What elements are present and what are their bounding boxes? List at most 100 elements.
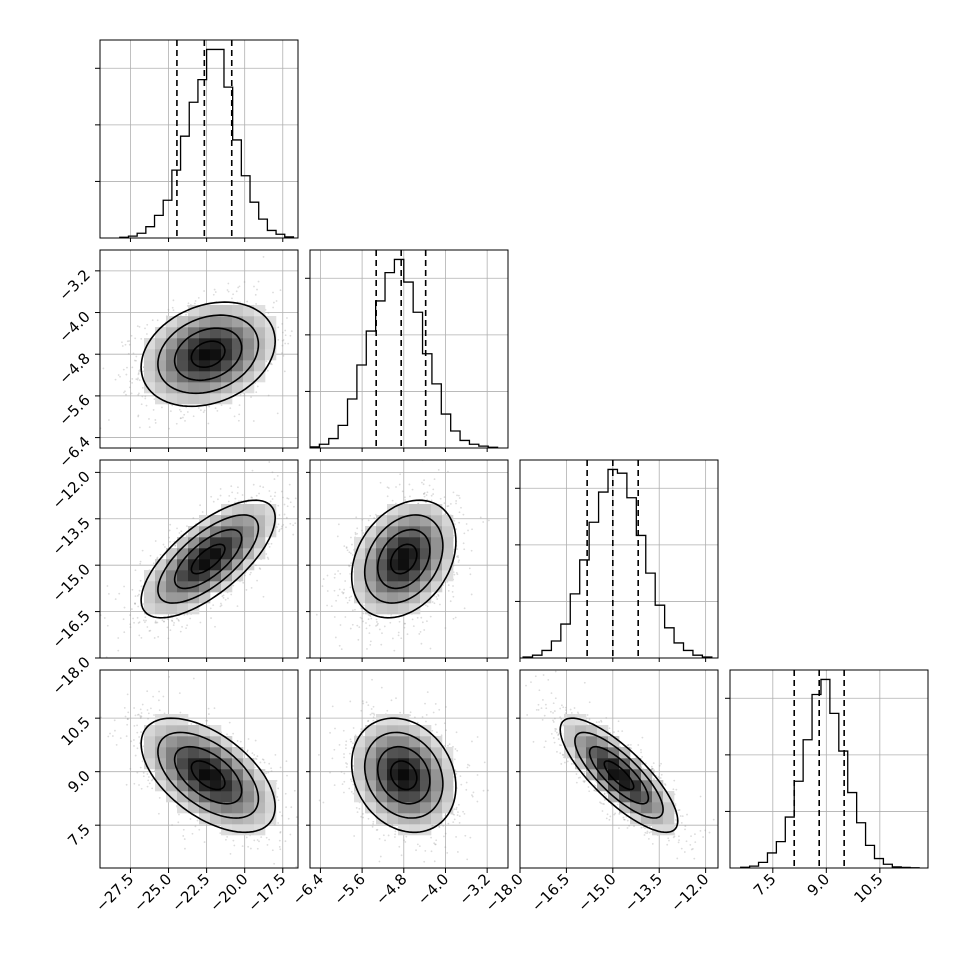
density-cell xyxy=(188,305,200,317)
sample-point xyxy=(370,617,373,620)
sample-point xyxy=(275,300,278,302)
sample-point xyxy=(282,496,284,499)
sample-point xyxy=(276,412,279,415)
sample-point xyxy=(284,334,287,337)
sample-point xyxy=(212,293,215,296)
density-cell xyxy=(243,360,255,372)
sample-point xyxy=(194,300,197,302)
contour-level-1 xyxy=(173,327,243,382)
density-cell xyxy=(199,559,211,571)
sample-point xyxy=(178,532,181,534)
sample-point xyxy=(347,564,350,567)
density-cell xyxy=(155,382,167,394)
density-cell xyxy=(254,316,266,328)
density-cell xyxy=(144,382,156,394)
sample-point xyxy=(251,496,253,499)
sample-point xyxy=(397,634,400,637)
sample-point xyxy=(171,306,174,309)
sample-point xyxy=(267,312,270,314)
sample-point xyxy=(138,593,140,596)
sample-point xyxy=(326,574,329,577)
sample-point xyxy=(185,313,187,316)
sample-point xyxy=(266,556,269,559)
sample-point xyxy=(467,529,469,532)
density-cell xyxy=(210,515,222,527)
sample-point xyxy=(432,488,435,491)
sample-point xyxy=(285,526,287,529)
sample-point xyxy=(344,580,347,582)
sample-point xyxy=(159,553,162,556)
sample-point xyxy=(285,516,288,519)
sample-point xyxy=(190,454,192,456)
density-cell xyxy=(166,360,178,372)
sample-point xyxy=(351,554,354,556)
sample-point xyxy=(437,468,440,471)
sample-point xyxy=(133,602,136,605)
density-cell xyxy=(144,603,156,615)
sample-point xyxy=(326,604,328,607)
sample-point xyxy=(141,549,144,552)
density-cell xyxy=(177,581,189,593)
sample-point xyxy=(234,501,236,504)
sample-point xyxy=(342,591,345,594)
sample-point xyxy=(199,504,201,507)
sample-point xyxy=(457,556,460,559)
sample-point xyxy=(361,518,364,521)
density-cell xyxy=(199,338,211,350)
sample-point xyxy=(230,485,233,488)
density-cell xyxy=(155,603,167,615)
sample-point xyxy=(465,523,468,525)
sample-point xyxy=(189,617,192,620)
histogram-2-frame xyxy=(519,459,719,659)
sample-point xyxy=(144,395,147,398)
sample-point xyxy=(130,392,133,395)
sample-point xyxy=(180,417,182,420)
sample-point xyxy=(452,585,454,587)
sample-point xyxy=(301,364,303,366)
density-cell xyxy=(232,515,244,527)
contour-level-3 xyxy=(140,301,277,408)
sample-point xyxy=(443,496,446,499)
density-cell xyxy=(199,526,211,538)
sample-point xyxy=(340,648,343,651)
sample-point xyxy=(252,483,255,486)
sample-point xyxy=(349,586,352,589)
sample-point xyxy=(463,607,466,610)
sample-point xyxy=(219,605,222,608)
sample-point xyxy=(213,288,216,291)
sample-point xyxy=(138,379,141,382)
density-cell xyxy=(155,559,167,571)
sample-point xyxy=(167,308,170,311)
sample-point xyxy=(137,415,140,418)
sample-point xyxy=(351,623,354,626)
density-cell xyxy=(265,338,277,350)
sample-point xyxy=(239,393,242,396)
sample-point xyxy=(345,546,348,549)
sample-point xyxy=(333,576,336,579)
density-cell xyxy=(243,349,255,361)
sample-point xyxy=(164,546,166,548)
sample-point xyxy=(268,545,271,548)
density-cell xyxy=(188,327,200,339)
sample-point xyxy=(437,593,440,596)
sample-point xyxy=(130,334,133,337)
sample-point xyxy=(281,344,284,347)
density-cell xyxy=(265,504,277,516)
sample-point xyxy=(286,505,289,508)
sample-point xyxy=(429,647,432,650)
sample-point xyxy=(419,631,422,633)
density-cell xyxy=(221,338,233,350)
density-cell xyxy=(199,581,211,593)
sample-point xyxy=(447,505,450,507)
density-cell xyxy=(144,360,156,372)
sample-point xyxy=(358,626,361,629)
sample-point xyxy=(169,540,171,543)
sample-point xyxy=(471,528,473,531)
sample-point xyxy=(144,397,147,400)
sample-point xyxy=(343,545,346,548)
density-cell xyxy=(254,338,266,350)
density-cell xyxy=(177,559,189,571)
sample-point xyxy=(354,533,357,536)
sample-point xyxy=(128,343,131,346)
sample-point xyxy=(138,426,141,429)
